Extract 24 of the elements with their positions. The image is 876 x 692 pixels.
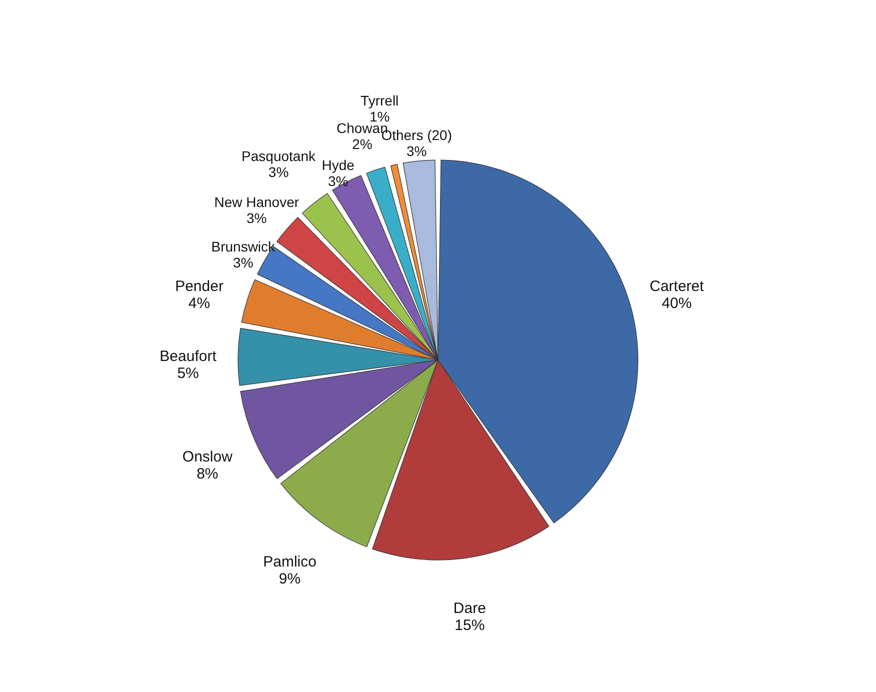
slice-label: Brunswick — [211, 238, 276, 254]
data-label: 2% — [352, 136, 372, 152]
slice-label: Carteret — [650, 278, 705, 295]
data-label: 3% — [233, 254, 254, 270]
slice-label: Beaufort — [160, 348, 218, 366]
data-label: 8% — [196, 466, 218, 483]
data-label: 3% — [246, 210, 267, 226]
data-label: 4% — [188, 294, 210, 312]
slice-label: Pasquotank — [242, 148, 316, 164]
slice-label: New Hanover — [214, 194, 300, 210]
data-label: 15% — [454, 616, 485, 634]
data-label: 40% — [662, 294, 692, 312]
slice-label: Tyrrell — [360, 92, 399, 109]
slice-label: Pender — [175, 278, 224, 295]
data-label: 3% — [268, 164, 289, 180]
slice-label: Hyde — [322, 157, 355, 174]
slice-label: Onslow — [182, 448, 233, 466]
data-label: 5% — [177, 365, 199, 382]
data-label: 3% — [406, 143, 427, 160]
data-label: 3% — [328, 173, 348, 190]
slice-label: Pamlico — [263, 553, 316, 570]
slice-label: Dare — [453, 600, 486, 617]
data-label: 1% — [370, 108, 390, 125]
data-label: 9% — [278, 570, 301, 588]
